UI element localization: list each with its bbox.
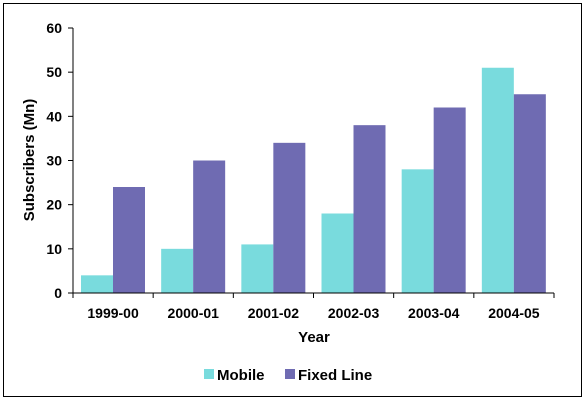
bar-mobile-2004-05	[481, 67, 514, 293]
bar-fixed-line-1999-00	[113, 187, 145, 293]
bar-mobile-1999-00	[81, 275, 113, 293]
x-tick-label: 2004-05	[488, 305, 540, 321]
bar-fixed-line-2001-02	[273, 142, 306, 293]
bar-fixed-line-2003-04	[433, 107, 466, 293]
y-tick-label: 40	[46, 108, 62, 124]
y-tick-label: 20	[46, 197, 62, 213]
y-axis-label: Subscribers (Mn)	[21, 99, 38, 222]
bar-fixed-line-2004-05	[513, 94, 546, 293]
bar-mobile-2001-02	[241, 244, 274, 293]
y-tick-label: 30	[46, 153, 62, 169]
bar-fixed-line-2002-03	[353, 125, 386, 294]
legend-label-mobile: Mobile	[217, 367, 265, 384]
x-tick-labels: 1999-00 2000-01 2001-02 2002-03 2003-04 2004-…	[87, 305, 539, 321]
y-tick-label: 50	[46, 64, 62, 80]
y-tick-label: 10	[46, 241, 62, 257]
legend-label-fixed-line: Fixed Line	[298, 367, 372, 384]
legend-swatch-fixed-line	[285, 369, 295, 379]
x-tick-label: 2000-01	[168, 305, 220, 321]
y-tick-labels: 0 10 20 30 40 50 60	[46, 20, 62, 301]
x-tick-label: 1999-00	[87, 305, 139, 321]
x-tick-label: 2003-04	[408, 305, 460, 321]
y-tick-label: 0	[54, 285, 62, 301]
x-axis-label: Year	[298, 329, 330, 346]
x-tick-label: 2001-02	[248, 305, 300, 321]
legend-swatch-mobile	[204, 369, 214, 379]
x-tick-label: 2002-03	[328, 305, 380, 321]
axes-group	[68, 27, 555, 298]
bar-mobile-2003-04	[401, 169, 434, 293]
y-tick-label: 60	[46, 20, 62, 36]
bar-fixed-line-2000-01	[193, 160, 226, 293]
bars-group	[81, 67, 546, 294]
bar-mobile-2000-01	[161, 248, 194, 293]
legend: Mobile Fixed Line	[204, 367, 372, 384]
bar-mobile-2002-03	[321, 213, 354, 293]
